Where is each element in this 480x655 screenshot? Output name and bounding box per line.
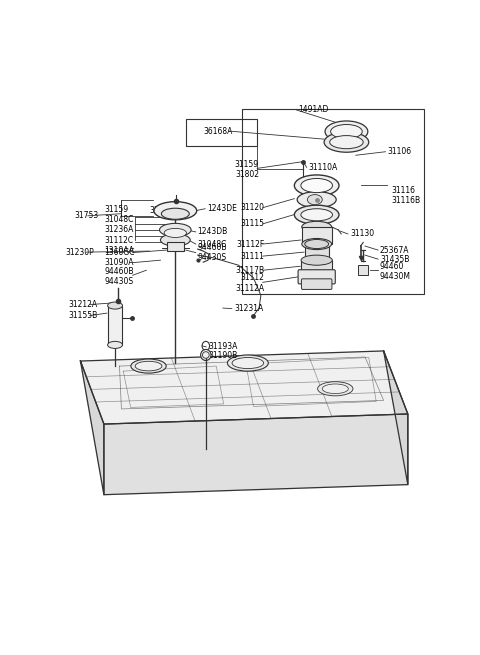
Ellipse shape [161, 208, 189, 219]
Text: 31115: 31115 [240, 219, 264, 229]
Text: 25367A: 25367A [380, 246, 409, 255]
Text: 31090A: 31090A [105, 258, 134, 267]
Ellipse shape [154, 202, 197, 220]
Text: 31435B: 31435B [380, 255, 409, 264]
Text: 31112F: 31112F [236, 240, 264, 248]
Polygon shape [81, 351, 408, 424]
Polygon shape [104, 414, 408, 495]
Bar [301, 260, 332, 271]
Ellipse shape [325, 121, 368, 142]
Ellipse shape [201, 349, 211, 360]
Bar [167, 242, 183, 251]
Bar [358, 265, 368, 275]
Text: 31110A: 31110A [309, 163, 338, 172]
Ellipse shape [228, 355, 268, 371]
Ellipse shape [322, 384, 348, 394]
Ellipse shape [203, 352, 209, 358]
Text: 31212A: 31212A [68, 300, 97, 309]
Text: 31120: 31120 [240, 203, 264, 212]
Ellipse shape [297, 191, 336, 208]
Ellipse shape [159, 223, 191, 236]
Text: 31753: 31753 [75, 212, 99, 220]
Bar [108, 305, 122, 345]
Ellipse shape [301, 209, 333, 221]
Ellipse shape [131, 359, 166, 373]
Text: 94460B
94430S: 94460B 94430S [198, 243, 227, 262]
Text: 1360GC: 1360GC [105, 248, 135, 257]
Text: 31130: 31130 [350, 229, 374, 238]
FancyBboxPatch shape [301, 279, 332, 290]
Ellipse shape [331, 124, 362, 139]
Ellipse shape [302, 221, 332, 233]
Text: 94460
94430M: 94460 94430M [380, 261, 411, 281]
Ellipse shape [160, 234, 190, 246]
Text: 31193A: 31193A [208, 343, 238, 352]
Text: 31048C: 31048C [198, 240, 227, 248]
Text: 1243DB: 1243DB [198, 227, 228, 236]
Text: 31159
31802: 31159 31802 [235, 160, 259, 179]
Ellipse shape [135, 362, 162, 371]
Ellipse shape [330, 136, 363, 149]
Text: 31117B: 31117B [236, 266, 264, 274]
Ellipse shape [324, 132, 369, 152]
Text: 36168A: 36168A [203, 126, 233, 136]
Text: 31231A: 31231A [234, 304, 264, 313]
Ellipse shape [108, 302, 122, 309]
Ellipse shape [232, 358, 264, 369]
Text: 31159
31048C
31236A
31112C
1310AA: 31159 31048C 31236A 31112C 1310AA [105, 204, 134, 255]
Text: 94460B
94430S: 94460B 94430S [105, 267, 134, 286]
Text: 31116
31116B: 31116 31116B [391, 186, 420, 205]
Ellipse shape [318, 382, 353, 396]
Text: 1491AD: 1491AD [298, 105, 328, 115]
Text: 31190B: 31190B [208, 352, 237, 360]
Ellipse shape [108, 341, 122, 348]
Ellipse shape [164, 229, 186, 238]
Ellipse shape [294, 175, 339, 196]
Text: 31230P: 31230P [66, 248, 95, 257]
Bar [242, 109, 424, 295]
Ellipse shape [301, 255, 332, 265]
Text: 31155B: 31155B [68, 311, 97, 320]
Text: 31111: 31111 [241, 252, 264, 261]
Polygon shape [81, 361, 104, 495]
Polygon shape [384, 351, 408, 485]
Bar [305, 244, 329, 260]
Text: 31106: 31106 [387, 147, 411, 157]
Ellipse shape [301, 178, 333, 193]
Ellipse shape [302, 238, 332, 250]
Ellipse shape [294, 205, 339, 225]
Bar [186, 119, 257, 146]
Ellipse shape [305, 255, 329, 265]
Ellipse shape [305, 240, 329, 248]
Text: 31192: 31192 [149, 206, 173, 215]
FancyBboxPatch shape [298, 270, 335, 284]
Bar [302, 227, 332, 244]
Text: 31112
31112A: 31112 31112A [236, 273, 264, 293]
Text: 1243DE: 1243DE [207, 204, 237, 214]
Ellipse shape [307, 195, 322, 204]
